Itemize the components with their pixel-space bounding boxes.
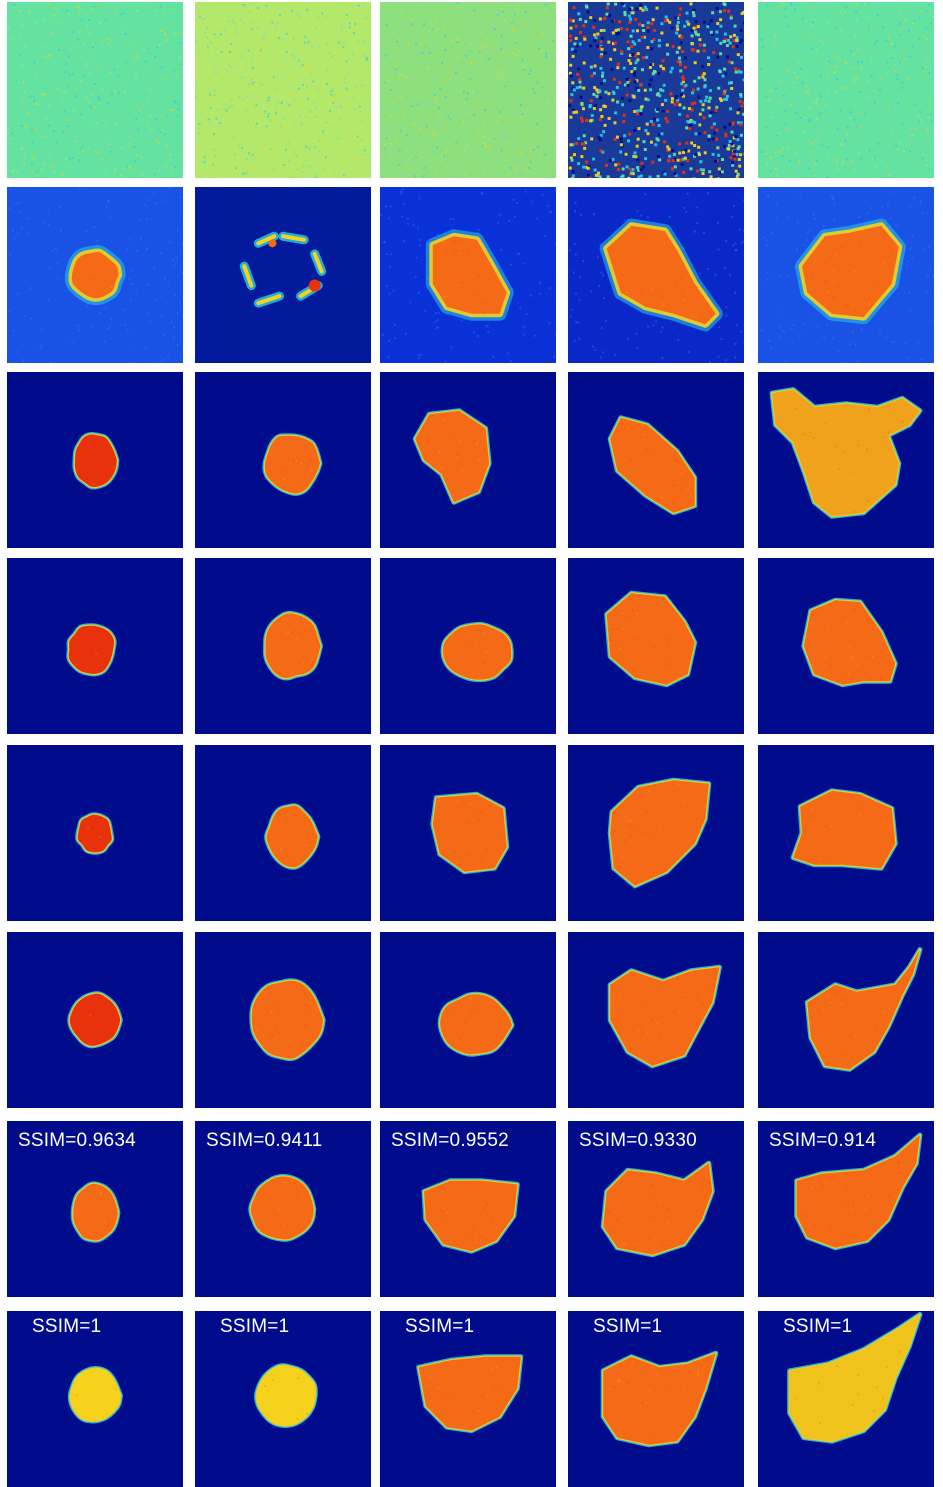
heatmap-image [758, 187, 934, 363]
ssim-label: SSIM=0.914 [769, 1130, 876, 1152]
image-tile: SSIM=1 [758, 1311, 934, 1487]
image-tile [568, 745, 744, 921]
heatmap-image [380, 372, 556, 548]
image-tile: SSIM=0.9411 [195, 1121, 371, 1297]
ssim-label: SSIM=1 [220, 1316, 289, 1338]
image-tile: SSIM=1 [380, 1311, 556, 1487]
image-tile [758, 187, 934, 363]
heatmap-image [758, 745, 934, 921]
image-tile: SSIM=0.9552 [380, 1121, 556, 1297]
image-tile [380, 558, 556, 734]
ssim-label: SSIM=1 [593, 1316, 662, 1338]
heatmap-image [380, 187, 556, 363]
heatmap-image [568, 932, 744, 1108]
heatmap-image [758, 558, 934, 734]
heatmap-image [7, 372, 183, 548]
heatmap-image [758, 372, 934, 548]
heatmap-image [568, 2, 744, 178]
heatmap-image [380, 558, 556, 734]
heatmap-image [195, 558, 371, 734]
ssim-label: SSIM=0.9552 [391, 1130, 509, 1152]
image-tile [380, 372, 556, 548]
image-tile [758, 745, 934, 921]
image-tile [380, 2, 556, 178]
image-tile [7, 745, 183, 921]
heatmap-image [195, 932, 371, 1108]
image-tile: SSIM=0.9330 [568, 1121, 744, 1297]
image-tile [758, 558, 934, 734]
heatmap-image [568, 187, 744, 363]
image-tile [568, 2, 744, 178]
image-tile [380, 187, 556, 363]
image-tile [195, 932, 371, 1108]
image-tile [195, 558, 371, 734]
heatmap-image [7, 187, 183, 363]
heatmap-image [568, 372, 744, 548]
image-tile [195, 372, 371, 548]
image-tile [758, 372, 934, 548]
heatmap-image [380, 2, 556, 178]
ssim-label: SSIM=1 [783, 1316, 852, 1338]
heatmap-image [758, 2, 934, 178]
image-tile: SSIM=1 [7, 1311, 183, 1487]
image-tile [7, 932, 183, 1108]
heatmap-image [195, 745, 371, 921]
ssim-label: SSIM=1 [32, 1316, 101, 1338]
image-tile [758, 2, 934, 178]
image-tile: SSIM=0.9634 [7, 1121, 183, 1297]
image-tile: SSIM=1 [195, 1311, 371, 1487]
heatmap-image [7, 745, 183, 921]
heatmap-image [7, 932, 183, 1108]
image-tile [7, 2, 183, 178]
heatmap-image [195, 187, 371, 363]
image-tile [195, 745, 371, 921]
heatmap-image [7, 2, 183, 178]
image-tile [195, 187, 371, 363]
image-tile: SSIM=1 [568, 1311, 744, 1487]
ssim-label: SSIM=1 [405, 1316, 474, 1338]
heatmap-image [380, 932, 556, 1108]
ssim-label: SSIM=0.9634 [18, 1130, 136, 1152]
image-tile [568, 372, 744, 548]
heatmap-image [380, 745, 556, 921]
image-tile [568, 187, 744, 363]
heatmap-image [568, 745, 744, 921]
heatmap-image [195, 372, 371, 548]
heatmap-image [195, 2, 371, 178]
image-tile [568, 932, 744, 1108]
image-tile [7, 187, 183, 363]
image-tile [380, 745, 556, 921]
image-tile [380, 932, 556, 1108]
ssim-label: SSIM=0.9411 [206, 1130, 322, 1152]
image-tile [7, 372, 183, 548]
ssim-label: SSIM=0.9330 [579, 1130, 697, 1152]
image-tile [195, 2, 371, 178]
heatmap-image [758, 932, 934, 1108]
image-tile [7, 558, 183, 734]
image-tile [758, 932, 934, 1108]
image-tile: SSIM=0.914 [758, 1121, 934, 1297]
heatmap-image [568, 558, 744, 734]
heatmap-image [7, 558, 183, 734]
image-tile [568, 558, 744, 734]
